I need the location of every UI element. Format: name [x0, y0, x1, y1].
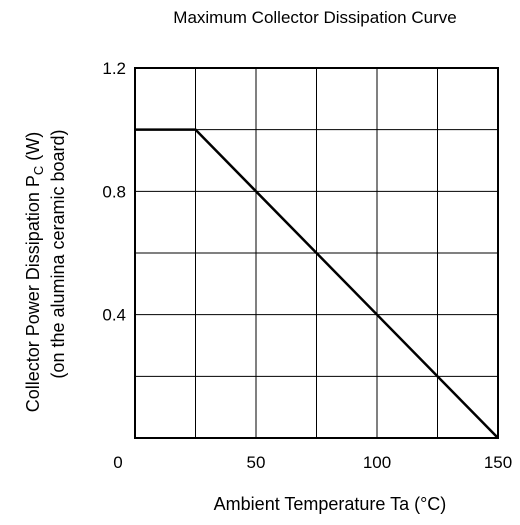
gridlines	[135, 68, 498, 438]
tick-labels: 0 50 100 150 0.4 0.8 1.2	[102, 59, 512, 472]
y-axis-label-line2: (on the alumina ceramic board)	[48, 129, 68, 378]
x-tick-label: 50	[247, 453, 266, 472]
y-tick-label: 0.4	[102, 306, 126, 325]
x-tick-label: 100	[363, 453, 391, 472]
y-axis-label-line1: Collector Power Dissipation PC (W)	[23, 132, 46, 412]
y-tick-label: 1.2	[102, 59, 126, 78]
y-axis-label-prefix: Collector Power Dissipation P	[23, 175, 43, 412]
series-layer	[135, 128, 499, 439]
chart-title: Maximum Collector Dissipation Curve	[173, 8, 457, 27]
x-axis-label: Ambient Temperature Ta (°C)	[214, 494, 447, 514]
series-line	[135, 128, 499, 439]
y-axis-label-unit: (W)	[23, 132, 43, 166]
x-tick-label: 150	[484, 453, 512, 472]
y-tick-label: 0.8	[102, 182, 126, 201]
x-tick-label: 0	[113, 453, 122, 472]
y-axis-label-subscript: C	[31, 166, 46, 175]
y-axis-label: Collector Power Dissipation PC (W) (on t…	[23, 129, 68, 412]
plot-frame	[134, 67, 499, 439]
